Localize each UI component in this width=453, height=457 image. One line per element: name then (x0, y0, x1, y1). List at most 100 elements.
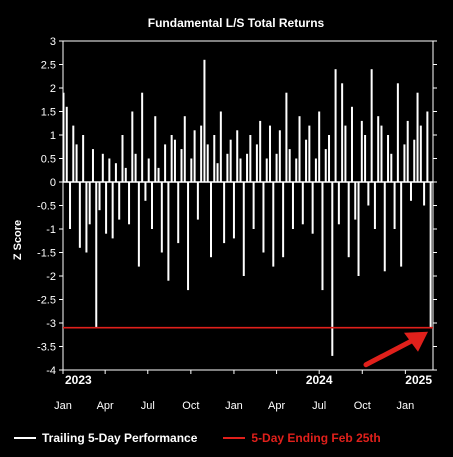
bar (164, 144, 167, 182)
axes-group: 3 2.5 2 1.5 1 0.5 0 -0.5 -1 -1.5 -2 -2.5 -3 -3.5 -4 Jan… (37, 36, 437, 412)
bar (190, 158, 193, 182)
bar (105, 182, 108, 234)
bar (134, 153, 137, 182)
bar (367, 182, 370, 206)
bar (295, 158, 298, 182)
bar (180, 149, 183, 182)
y-tick-label: -1 (46, 224, 56, 236)
bar (269, 125, 272, 182)
bar (259, 120, 262, 182)
bar (200, 125, 203, 182)
bar (262, 182, 265, 253)
overlay-group (63, 326, 433, 368)
bar (423, 182, 426, 206)
x-tick-label: Apr (268, 400, 285, 412)
x-tick-label: Oct (182, 400, 199, 412)
bar (282, 182, 285, 258)
bar (78, 182, 81, 248)
x-tick-label: Jan (54, 400, 72, 412)
bar (360, 120, 363, 182)
legend-item-trailing: Trailing 5-Day Performance (14, 431, 197, 445)
y-tick-label: -4 (46, 365, 56, 377)
y-tick-label: -2.5 (37, 295, 56, 307)
bar (177, 182, 180, 244)
bar (393, 182, 396, 229)
bar (193, 130, 196, 182)
bar (131, 111, 134, 182)
bar (416, 92, 419, 182)
bar (390, 153, 393, 182)
arrow-shaft (363, 337, 417, 368)
bar (288, 149, 291, 182)
bar (183, 116, 186, 182)
bar (265, 158, 268, 182)
y-tick-label: 0 (50, 177, 56, 189)
bar (370, 69, 373, 182)
bar (252, 182, 255, 229)
bar (331, 182, 334, 356)
bar (406, 120, 409, 182)
bar (239, 158, 242, 182)
bar (137, 182, 140, 267)
bar (160, 182, 163, 253)
bar (387, 135, 390, 182)
x-tick-label: Apr (97, 400, 114, 412)
bar (413, 139, 416, 182)
bar (308, 125, 311, 182)
legend-item-5day: 5-Day Ending Feb 25th (223, 431, 381, 445)
bar (203, 59, 206, 182)
bar (206, 144, 209, 182)
bar (272, 182, 275, 267)
bar (396, 83, 399, 182)
bar (357, 182, 360, 276)
bar (255, 144, 258, 182)
bar (419, 125, 422, 182)
y-tick-label: 2 (50, 83, 56, 95)
bar (141, 92, 144, 182)
legend-label-trailing: Trailing 5-Day Performance (42, 431, 198, 445)
bar (213, 135, 216, 182)
bar (334, 69, 337, 182)
chart-title: Fundamental L/S Total Returns (148, 16, 325, 30)
bar (344, 125, 347, 182)
bar (328, 135, 331, 182)
bar (167, 182, 170, 281)
bar (341, 83, 344, 182)
bar (124, 167, 127, 182)
bar (154, 116, 157, 182)
bar (128, 182, 131, 225)
bar (216, 163, 219, 182)
bar (69, 182, 72, 229)
bar (65, 106, 68, 182)
legend-swatch-white (14, 437, 36, 439)
arrow-head (404, 331, 428, 352)
year-label: 2024 (306, 373, 333, 387)
y-tick-label: -3 (46, 318, 56, 330)
y-tick-label: 1 (50, 130, 56, 142)
x-tick-label: Jul (141, 400, 155, 412)
y-tick-label: 3 (50, 36, 56, 48)
y-tick-label: 2.5 (41, 60, 56, 72)
bar (249, 135, 252, 182)
y-tick-label: -1.5 (37, 248, 56, 260)
y-axis-label: Z Score (12, 220, 24, 260)
bar (314, 158, 317, 182)
y-tick-label: 1.5 (41, 107, 56, 119)
bar (108, 158, 111, 182)
bar (301, 182, 304, 225)
bar (114, 163, 117, 182)
x-tick-label: Jan (225, 400, 243, 412)
bar (121, 135, 124, 182)
bar (337, 182, 340, 225)
bar (98, 182, 101, 211)
bar (298, 116, 301, 182)
bar (170, 135, 173, 182)
bar (380, 125, 383, 182)
bar (144, 182, 147, 201)
bar (383, 182, 386, 272)
bar (324, 149, 327, 182)
bar (173, 139, 176, 182)
year-label: 2025 (405, 373, 432, 387)
legend-label-5day: 5-Day Ending Feb 25th (251, 431, 381, 445)
